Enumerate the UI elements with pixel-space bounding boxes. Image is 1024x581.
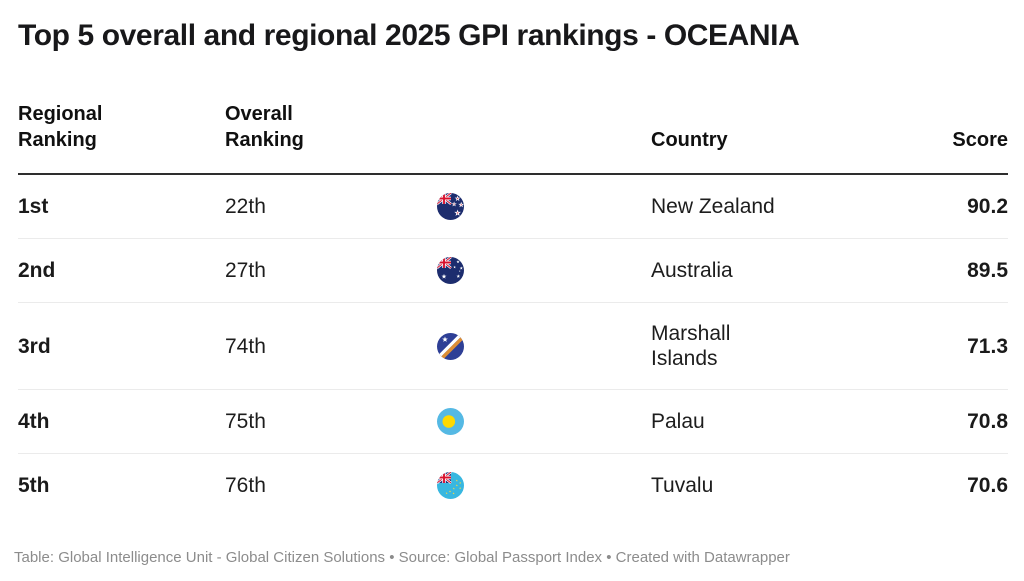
table-row-tuvalu: 5th 76th: [18, 454, 1008, 517]
cell-score: 70.6: [967, 474, 1008, 497]
cell-regional-ranking: 1st: [18, 195, 49, 218]
flag-tuvalu-icon: [436, 472, 464, 499]
cell-score: 70.8: [967, 410, 1008, 433]
table-row-australia: 2nd 27th: [18, 239, 1008, 303]
flag-australia-icon: [436, 257, 464, 284]
flag-marshall-islands-icon: [436, 332, 464, 360]
cell-regional-ranking: 5th: [18, 474, 50, 497]
cell-regional-ranking: 3rd: [18, 334, 51, 358]
header-cell-overall-ranking: Overall Ranking: [225, 103, 304, 151]
cell-flag: [390, 257, 510, 284]
cell-country: New Zealand: [651, 195, 775, 218]
cell-flag: [390, 193, 510, 220]
cell-flag: [390, 472, 510, 499]
cell-overall-ranking: 76th: [225, 474, 266, 497]
cell-overall-ranking: 75th: [225, 410, 266, 433]
cell-country: Marshall Islands: [651, 322, 731, 370]
cell-flag: [390, 408, 510, 435]
rankings-table: Regional Ranking Overall Ranking Country…: [18, 101, 1008, 517]
header-cell-score: Score: [952, 129, 1008, 151]
header-cell-regional-ranking: Regional Ranking: [18, 103, 103, 151]
header-cell-country: Country: [651, 129, 728, 151]
cell-overall-ranking: 27th: [225, 259, 266, 282]
cell-country: Australia: [651, 259, 733, 282]
cell-flag: [390, 332, 510, 360]
table-header-row: Regional Ranking Overall Ranking Country…: [18, 101, 1008, 175]
page-title: Top 5 overall and regional 2025 GPI rank…: [18, 19, 800, 52]
cell-regional-ranking: 2nd: [18, 259, 56, 282]
flag-new-zealand-icon: [436, 193, 464, 220]
table-row-palau: 4th 75th Palau 70.8: [18, 390, 1008, 454]
table-row-new-zealand: 1st 22th: [18, 175, 1008, 239]
cell-overall-ranking: 22th: [225, 195, 266, 218]
cell-score: 90.2: [967, 195, 1008, 218]
cell-regional-ranking: 4th: [18, 410, 50, 433]
cell-overall-ranking: 74th: [225, 334, 266, 358]
flag-palau-icon: [436, 408, 464, 435]
cell-country: Tuvalu: [651, 474, 714, 497]
cell-score: 71.3: [967, 334, 1008, 358]
cell-score: 89.5: [967, 259, 1008, 282]
table-row-marshall-islands: 3rd 74th Marshall Islands 71.3: [18, 303, 1008, 390]
cell-country: Palau: [651, 410, 705, 433]
footer-attribution: Table: Global Intelligence Unit - Global…: [14, 549, 790, 566]
